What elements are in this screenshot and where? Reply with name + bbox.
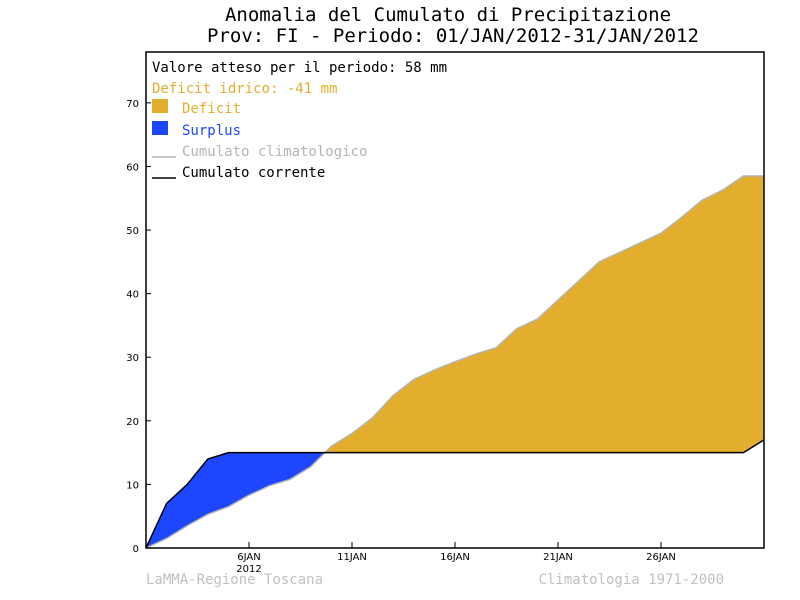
legend-deficit-label: Deficit [182,101,241,117]
legend-deficit-amount: Deficit idrico: -41 mm [152,81,337,97]
x-tick-label: 11JAN [337,552,367,563]
legend-surplus-swatch [152,121,168,135]
y-tick-label: 10 [126,480,139,491]
climatological-line [145,175,764,549]
y-tick-label: 70 [126,99,139,110]
current-line [145,439,765,549]
deficit-area [324,176,764,453]
legend-climatological-label: Cumulato climatologico [182,144,367,160]
y-tick-label: 60 [126,162,139,173]
y-tick-label: 40 [126,290,139,301]
surplus-area [146,452,325,548]
chart-title-line1: Anomalia del Cumulato di Precipitazione [225,4,671,26]
y-tick-label: 20 [126,417,139,428]
legend-expected-value: Valore atteso per il periodo: 58 mm [152,60,447,76]
x-tick-sublabel: 2012 [236,564,261,575]
y-tick-label: 0 [133,544,139,555]
chart-title-line2: Prov: FI - Periodo: 01/JAN/2012-31/JAN/2… [207,25,699,47]
y-tick-label: 30 [126,353,139,364]
legend-surplus-label: Surplus [182,123,241,139]
legend: Valore atteso per il periodo: 58 mm Defi… [152,60,447,181]
y-axis: 0 10 20 30 40 50 60 70 [126,99,151,555]
plot-frame [145,51,765,549]
legend-current-label: Cumulato corrente [182,165,325,181]
legend-deficit-swatch [152,99,168,113]
x-tick-label: 6JAN [237,552,260,563]
y-tick-label: 50 [126,226,139,237]
x-tick-label: 16JAN [440,552,470,563]
footer-source: LaMMA-Regione Toscana [146,572,323,588]
footer-climatology: Climatologia 1971-2000 [539,572,724,588]
x-tick-label: 21JAN [543,552,573,563]
x-tick-label: 26JAN [646,552,676,563]
